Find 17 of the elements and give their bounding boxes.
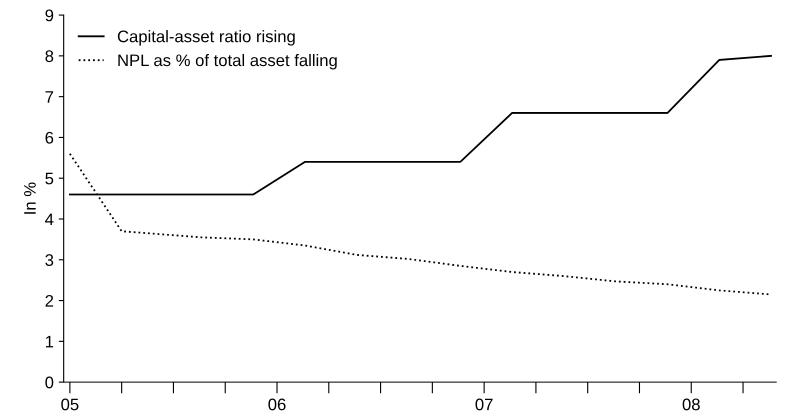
- y-tick-label: 2: [46, 294, 54, 307]
- x-tick-label: 05: [61, 398, 78, 410]
- legend-label: Capital-asset ratio rising: [118, 30, 295, 46]
- y-tick-label: 5: [45, 172, 54, 184]
- y-tick-label: 8: [45, 50, 54, 62]
- y-tick-label: 0: [45, 376, 54, 388]
- y-tick-label: 1: [46, 336, 54, 348]
- legend-label: NPL as % of total asset falling: [118, 54, 337, 70]
- x-tick-label: 07: [476, 398, 493, 410]
- y-tick-label: 9: [45, 9, 54, 22]
- y-tick-label: 7: [46, 91, 54, 103]
- y-axis-title: In %: [24, 182, 36, 214]
- y-tick-label: 6: [46, 132, 54, 144]
- x-tick-label: 06: [268, 398, 286, 410]
- y-tick-label: 3: [45, 254, 54, 266]
- y-tick-label: 4: [45, 214, 54, 226]
- x-tick-label: 08: [682, 398, 700, 410]
